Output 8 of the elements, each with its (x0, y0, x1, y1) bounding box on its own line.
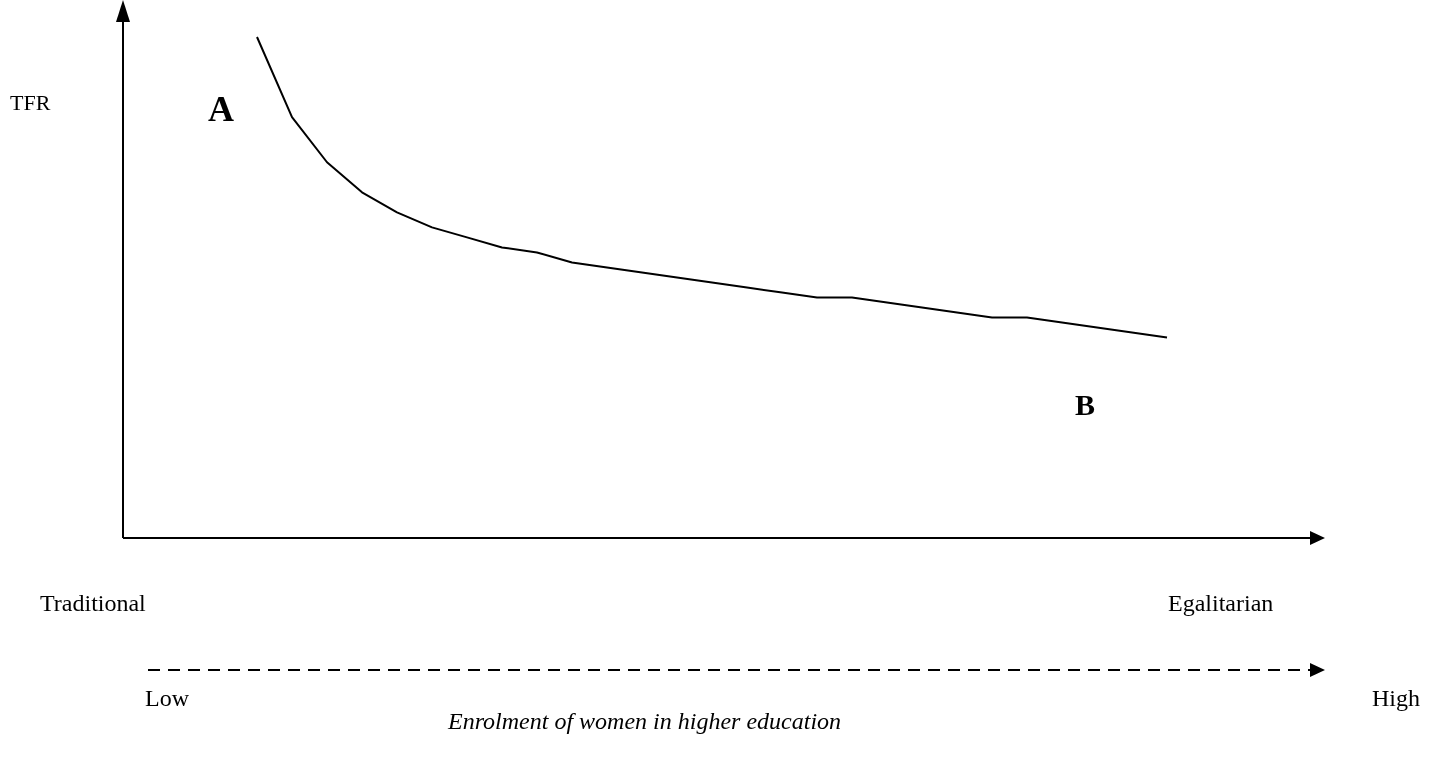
text: High (1372, 685, 1420, 712)
text: Egalitarian (1168, 590, 1274, 617)
text: Traditional (40, 590, 146, 617)
text: TFR (10, 90, 51, 116)
text: Enrolment of women in higher education (448, 708, 842, 735)
text: Low (145, 685, 189, 712)
annotation: B (1075, 388, 1096, 422)
text: A (208, 88, 234, 130)
